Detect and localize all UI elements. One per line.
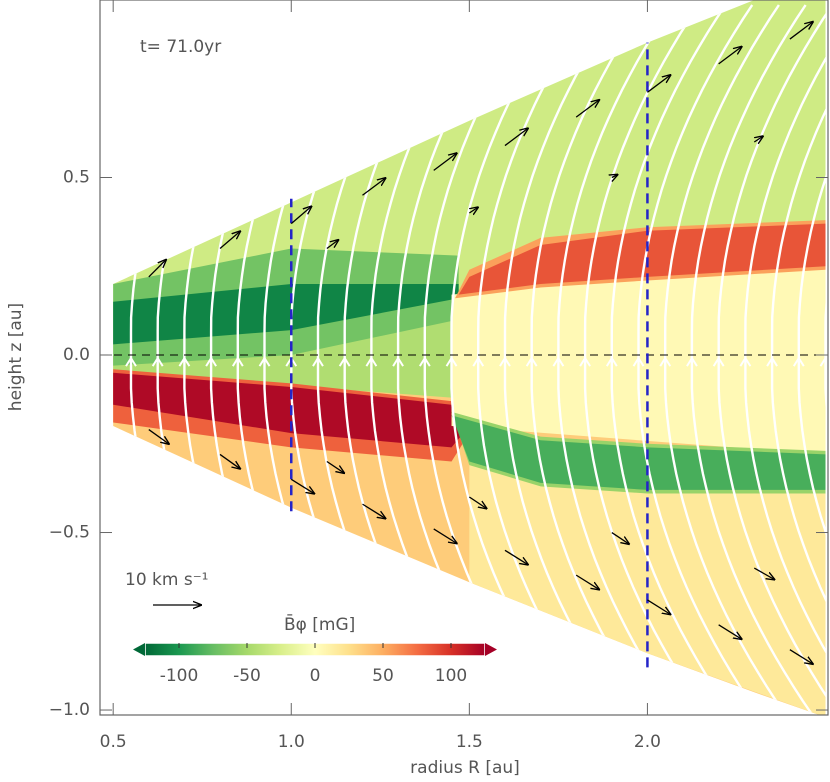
streamline-arrow xyxy=(231,356,244,367)
velocity-arrow xyxy=(148,429,169,444)
velocity-arrow xyxy=(753,567,774,580)
x-tick-label: 1.5 xyxy=(456,732,483,752)
velocity-arrow xyxy=(718,624,742,639)
velocity-arrow xyxy=(433,528,457,543)
velocity-arrow xyxy=(611,531,629,545)
velocity-arrow xyxy=(219,231,240,250)
colorbar-label: B̄φ [mG] xyxy=(284,613,355,635)
x-axis-label: radius R [au] xyxy=(410,758,520,778)
velocity-arrow xyxy=(433,153,457,171)
streamline-arrow xyxy=(659,356,672,367)
streamline-arrow xyxy=(579,356,591,367)
velocity-arrow xyxy=(612,175,618,178)
streamline-arrow xyxy=(445,356,458,367)
colorbar-tick-label: 50 xyxy=(372,666,394,686)
velocity-arrow xyxy=(504,128,528,147)
field-region xyxy=(458,223,826,295)
velocity-arrow xyxy=(148,260,166,278)
velocity-arrow xyxy=(219,453,240,468)
streamline-arrow xyxy=(739,356,752,367)
field-region xyxy=(469,461,826,715)
velocity-arrow xyxy=(647,599,670,614)
velocity-arrow xyxy=(362,503,385,518)
velocity-arrow xyxy=(290,206,311,225)
field-region xyxy=(451,415,826,490)
colorbar-tick-label: -50 xyxy=(233,666,261,686)
y-axis-label: height z [au] xyxy=(6,303,26,411)
overlay xyxy=(100,22,828,668)
velocity-arrow xyxy=(789,22,813,40)
velocity-arrow xyxy=(290,478,314,493)
velocity-arrow xyxy=(468,496,486,509)
streamline-arrow xyxy=(392,356,404,367)
streamline-arrow xyxy=(205,356,217,367)
velocity-arrow xyxy=(362,178,385,196)
colorbar-tick-label: 100 xyxy=(435,666,467,686)
streamline-arrow xyxy=(499,356,511,367)
streamline-arrow xyxy=(712,356,725,367)
streamline-arrow xyxy=(525,356,538,367)
time-label: t= 71.0yr xyxy=(140,37,221,57)
colorbar-tick-label: -100 xyxy=(160,666,199,686)
colorbar-tick-label: 0 xyxy=(310,666,321,686)
streamline-arrow xyxy=(605,356,618,367)
y-tick-label: −1.0 xyxy=(49,700,90,720)
streamline-arrow xyxy=(338,356,351,367)
velocity-arrow xyxy=(647,75,670,93)
plot-frame xyxy=(99,0,829,716)
velocity-arrow xyxy=(326,240,339,250)
velocity-arrow xyxy=(468,207,478,213)
velocity-arrow xyxy=(575,100,599,118)
y-tick-label: 0.0 xyxy=(63,345,90,365)
reference-vector-label: 10 km s⁻¹ xyxy=(125,570,209,590)
streamline-arrow xyxy=(819,356,826,367)
streamline-arrow xyxy=(418,356,431,367)
streamline-arrow xyxy=(632,356,645,367)
velocity-arrow xyxy=(718,47,742,65)
x-tick-label: 2.0 xyxy=(634,732,661,752)
streamline-arrow xyxy=(125,356,137,367)
y-tick-label: −0.5 xyxy=(49,523,90,543)
y-tick-label: 0.5 xyxy=(63,168,90,188)
colorbar-extend-high xyxy=(485,643,497,656)
streamline-arrow xyxy=(151,356,164,367)
streamline-arrow xyxy=(312,356,324,367)
streamline-arrow xyxy=(686,356,698,367)
streamline-arrow xyxy=(365,356,378,367)
x-tick-label: 1.0 xyxy=(278,732,305,752)
streamline-arrow xyxy=(552,356,565,367)
streamline-arrow xyxy=(258,356,271,367)
velocity-arrow xyxy=(575,574,599,589)
velocity-arrow xyxy=(504,549,528,564)
x-tick-label: 0.5 xyxy=(100,732,127,752)
velocity-arrow xyxy=(753,136,763,142)
streamline-arrow xyxy=(472,356,485,367)
velocity-arrow xyxy=(326,460,344,474)
streamline-arrow xyxy=(178,356,191,367)
velocity-arrow xyxy=(789,649,813,664)
colorbar-extend-low xyxy=(133,643,145,656)
streamline-arrow xyxy=(766,356,778,367)
streamline-arrow xyxy=(792,356,805,367)
